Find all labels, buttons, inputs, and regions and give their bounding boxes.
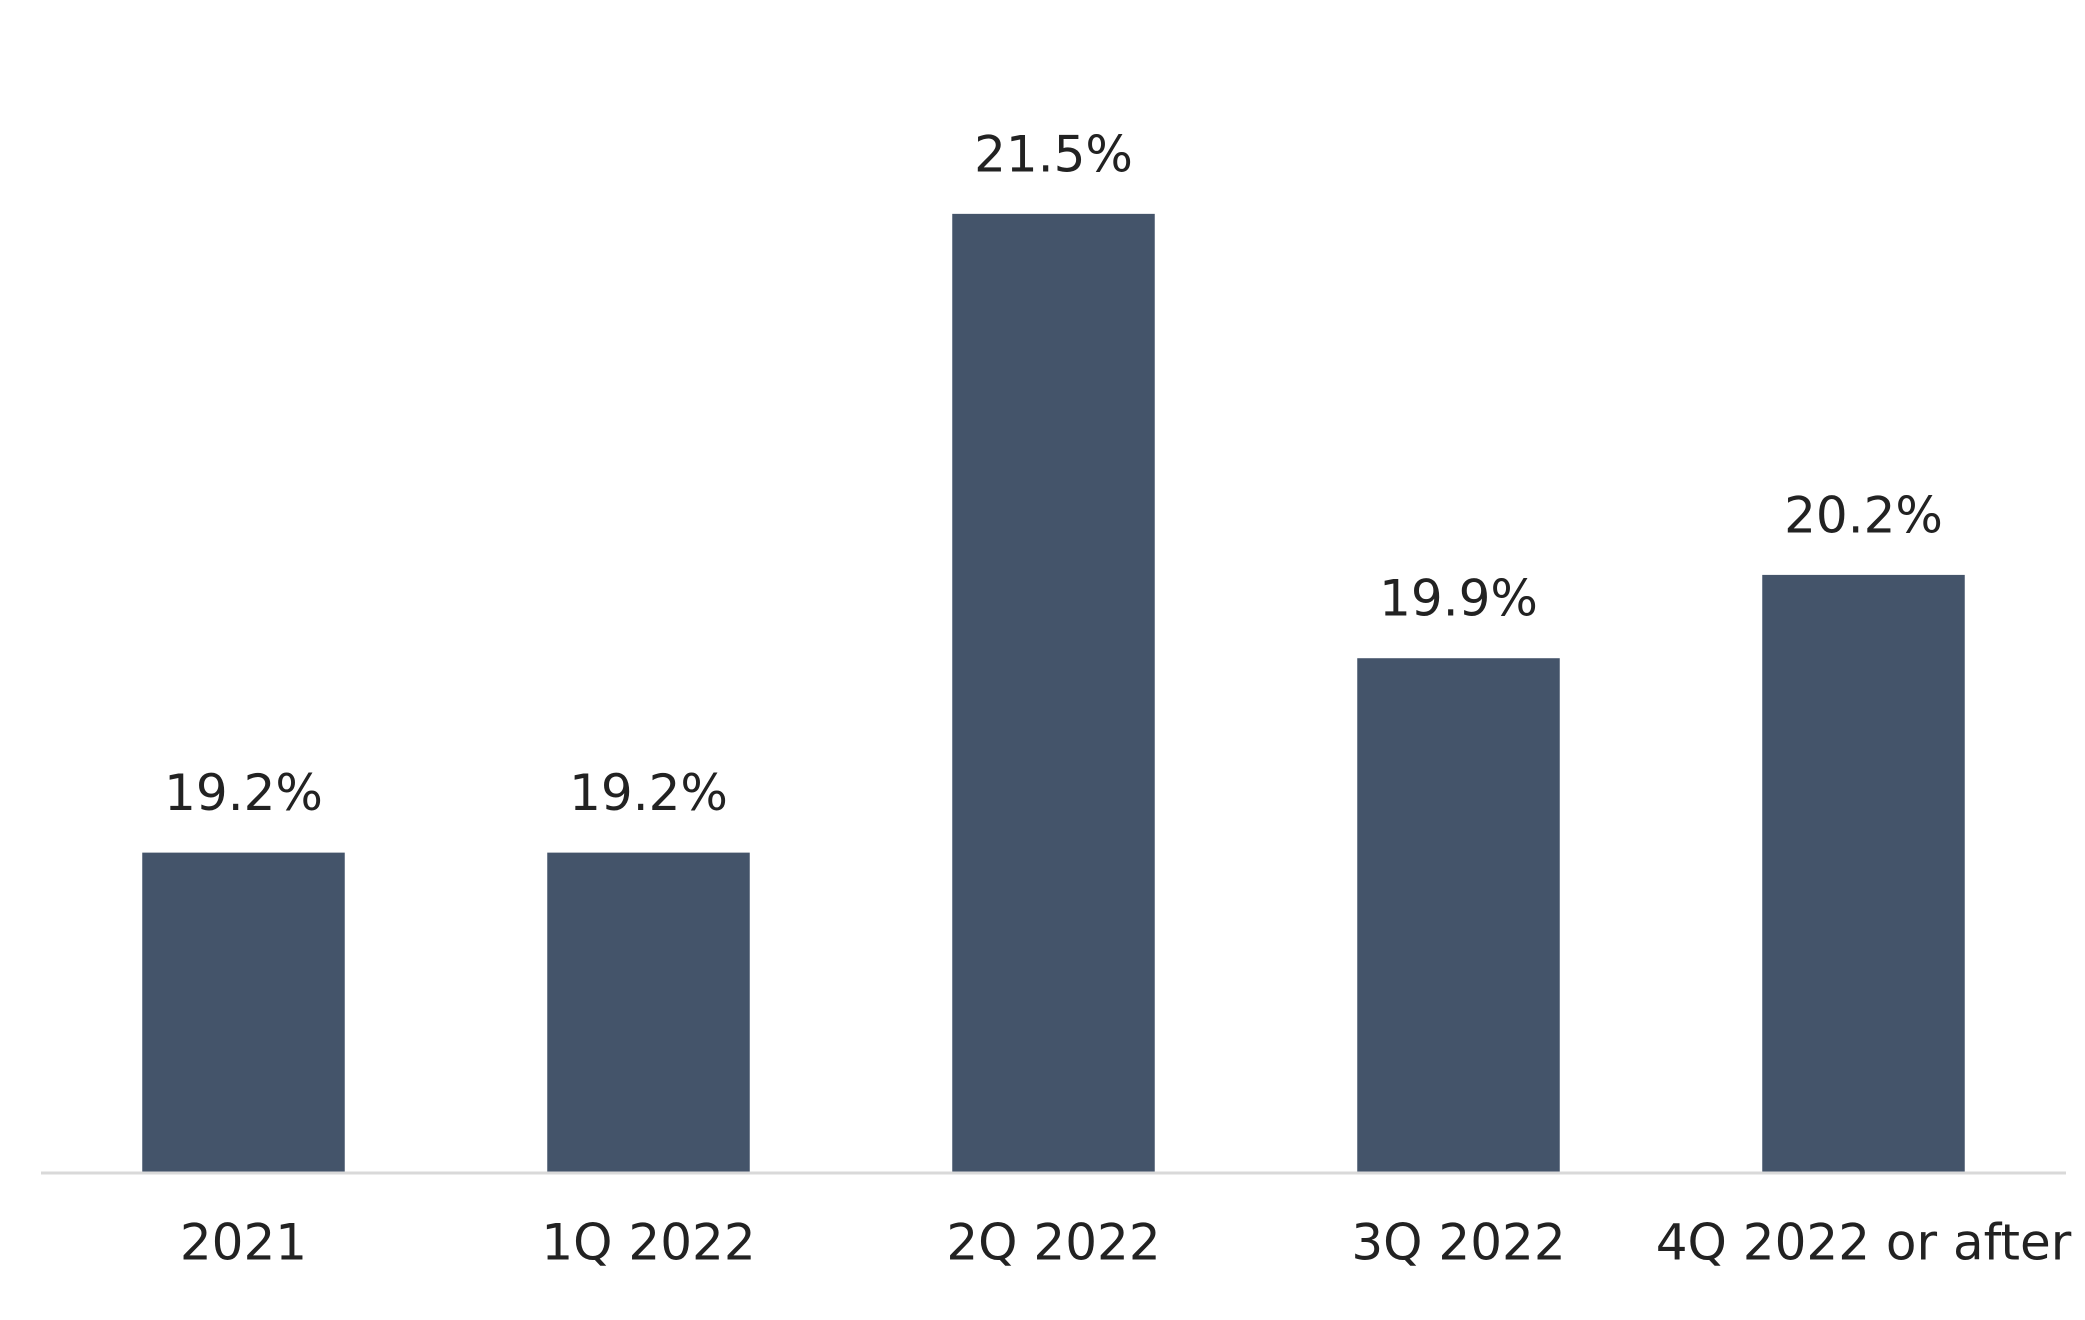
x-tick-label: 2021 [180,1214,307,1272]
value-label: 20.2% [1784,486,1943,544]
bar [952,213,1155,1172]
value-label: 19.9% [1379,570,1538,628]
bar [1357,658,1560,1172]
bar [142,852,345,1172]
value-label: 19.2% [164,764,323,822]
x-tick-label: 4Q 2022 or after [1656,1214,2072,1272]
x-tick-label: 1Q 2022 [541,1214,755,1272]
value-label: 19.2% [569,764,728,822]
x-tick-label: 2Q 2022 [946,1214,1160,1272]
x-tick-label: 3Q 2022 [1351,1214,1565,1272]
value-label: 21.5% [974,125,1133,183]
bar [1762,574,1965,1172]
bar [547,852,750,1172]
